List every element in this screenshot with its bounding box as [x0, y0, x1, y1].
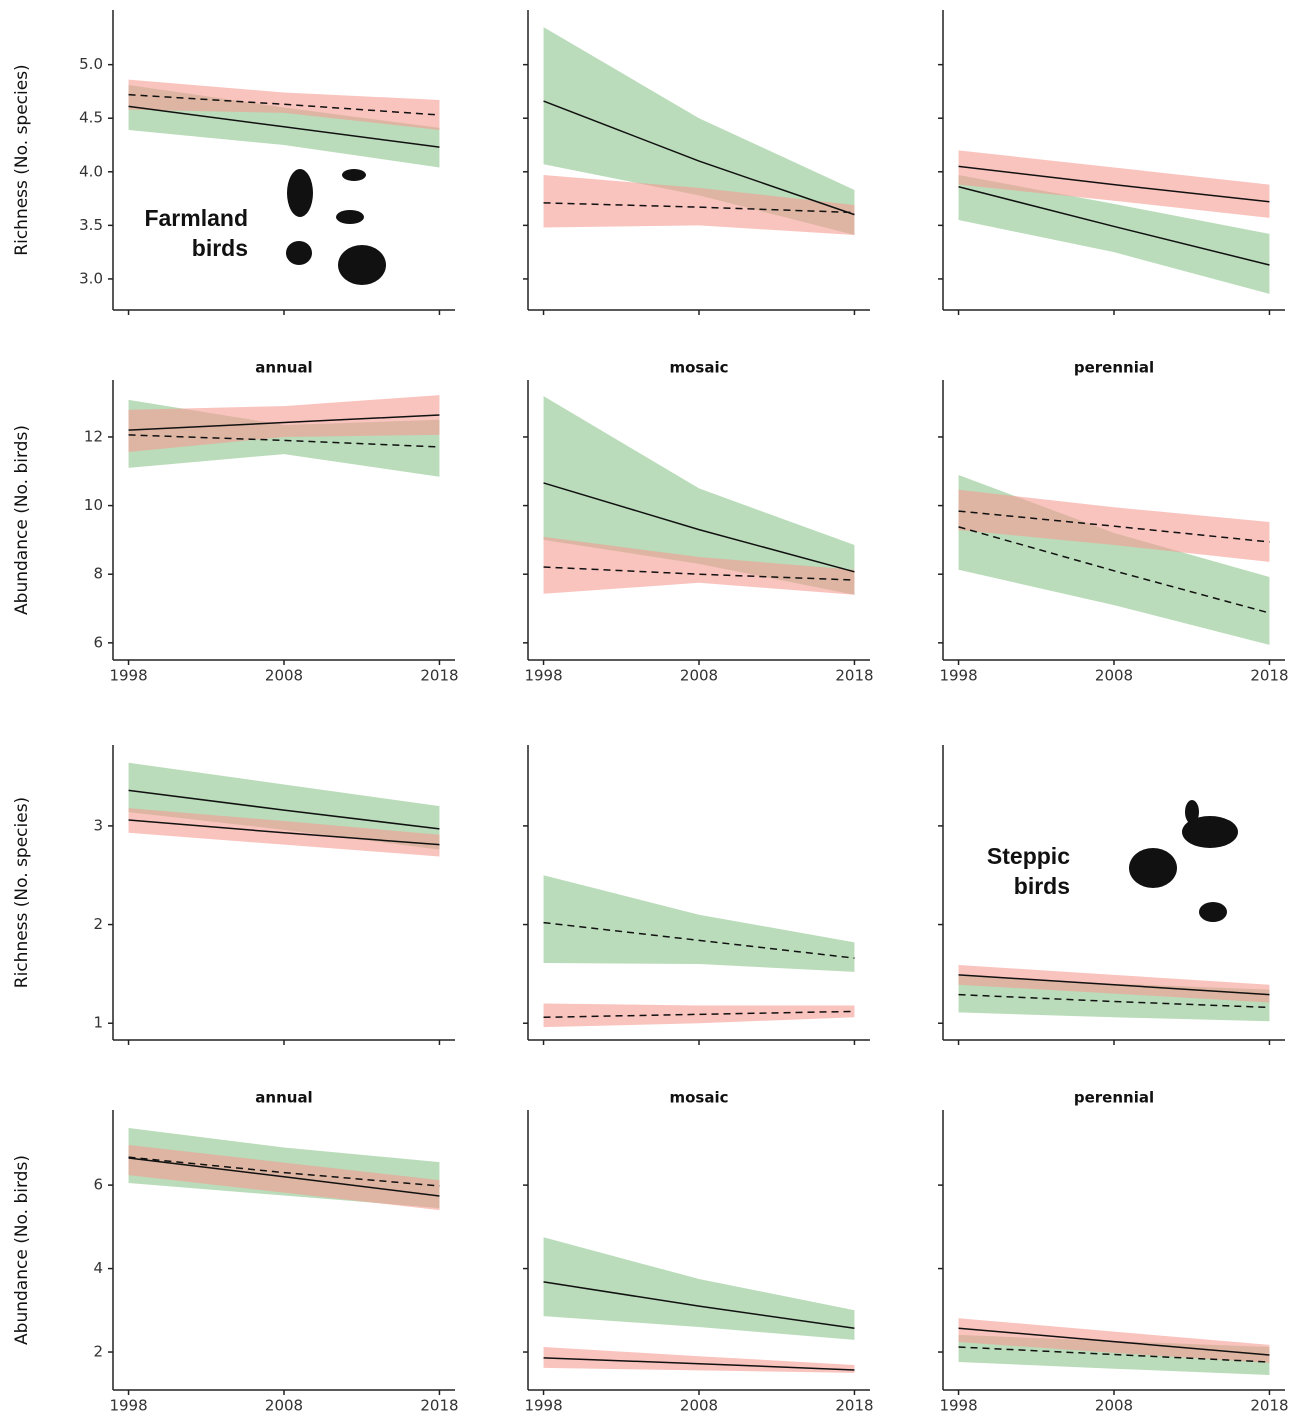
panel-title: perennial — [1074, 359, 1154, 377]
y-tick-label: 2 — [93, 915, 103, 933]
x-tick-label: 2008 — [265, 1397, 303, 1412]
trend-line — [128, 93, 440, 116]
x-tick-label: 1998 — [939, 667, 977, 685]
annotation: Farmland — [144, 205, 248, 231]
confidence-band — [543, 1003, 855, 1028]
trend-line — [543, 921, 855, 959]
trend-line — [128, 1157, 440, 1197]
y-axis-label: Abundance (No. birds) — [12, 1155, 32, 1345]
trend-line — [543, 1010, 855, 1019]
panel-title: mosaic — [669, 1089, 728, 1107]
confidence-band — [958, 1318, 1270, 1363]
y-tick-label: 8 — [93, 565, 103, 583]
confidence-band — [543, 536, 855, 595]
trend-line — [958, 1327, 1270, 1356]
trend-line — [543, 482, 855, 573]
x-tick-label: 2008 — [265, 667, 303, 685]
x-tick-label: 2018 — [1250, 667, 1288, 685]
trend-line — [958, 526, 1270, 614]
trend-line — [128, 819, 440, 846]
x-tick-label: 2008 — [1095, 667, 1133, 685]
trend-line — [128, 414, 440, 431]
trend-line — [958, 993, 1270, 1009]
y-tick-label: 6 — [93, 633, 103, 651]
y-axis-label: Richness (No. species) — [12, 797, 32, 988]
trend-line — [128, 105, 440, 148]
y-tick-label: 4.5 — [79, 109, 103, 127]
y-tick-label: 2 — [93, 1343, 103, 1361]
trend-line — [543, 1281, 855, 1329]
trend-line — [958, 186, 1270, 266]
panel-title: mosaic — [669, 359, 728, 377]
y-tick-label: 3 — [93, 816, 103, 834]
trend-line — [958, 165, 1270, 203]
confidence-band — [128, 1145, 440, 1211]
confidence-band — [958, 965, 1270, 1003]
confidence-band — [543, 175, 855, 235]
trend-line — [543, 202, 855, 214]
y-tick-label: 12 — [84, 427, 103, 445]
y-tick-label: 5.0 — [79, 55, 103, 73]
trend-line — [543, 100, 855, 216]
confidence-band — [958, 175, 1270, 294]
y-tick-label: 1 — [93, 1014, 103, 1032]
confidence-band — [543, 396, 855, 595]
confidence-band — [543, 1237, 855, 1340]
annotation: Steppic — [987, 843, 1070, 869]
x-tick-label: 2018 — [420, 1397, 458, 1412]
x-tick-label: 2018 — [835, 1397, 873, 1412]
y-tick-label: 10 — [84, 496, 103, 514]
trend-line — [128, 1156, 440, 1187]
x-tick-label: 1998 — [524, 667, 562, 685]
confidence-band — [128, 79, 440, 130]
x-tick-label: 1998 — [939, 1397, 977, 1412]
y-axis-label: Richness (No. species) — [12, 64, 32, 255]
trend-line — [958, 1346, 1270, 1363]
x-tick-label: 1998 — [524, 1397, 562, 1412]
x-tick-label: 2018 — [1250, 1397, 1288, 1412]
trend-line — [128, 789, 440, 830]
y-tick-label: 6 — [93, 1176, 103, 1194]
trend-line — [128, 434, 440, 448]
confidence-band — [543, 27, 855, 236]
panel-title: annual — [255, 1089, 312, 1107]
panel-title: annual — [255, 359, 312, 377]
trend-line — [958, 974, 1270, 996]
steppic-silhouettes — [1129, 800, 1238, 922]
x-tick-label: 2008 — [680, 1397, 718, 1412]
y-tick-label: 3.0 — [79, 269, 103, 287]
y-tick-label: 4 — [93, 1259, 103, 1277]
trend-line — [543, 566, 855, 581]
x-tick-label: 1998 — [109, 667, 147, 685]
x-tick-label: 2008 — [680, 667, 718, 685]
x-tick-label: 2018 — [835, 667, 873, 685]
y-tick-label: 3.5 — [79, 216, 103, 234]
x-tick-label: 2018 — [420, 667, 458, 685]
farmland-silhouettes — [286, 169, 386, 285]
annotation: birds — [1014, 873, 1070, 899]
panel-title: perennial — [1074, 1089, 1154, 1107]
annotation: birds — [192, 235, 248, 261]
x-tick-label: 1998 — [109, 1397, 147, 1412]
x-tick-label: 2008 — [1095, 1397, 1133, 1412]
trend-line — [543, 1357, 855, 1371]
y-axis-label: Abundance (No. birds) — [12, 425, 32, 615]
y-tick-label: 4.0 — [79, 162, 103, 180]
trend-line — [958, 510, 1270, 543]
confidence-band — [543, 875, 855, 972]
